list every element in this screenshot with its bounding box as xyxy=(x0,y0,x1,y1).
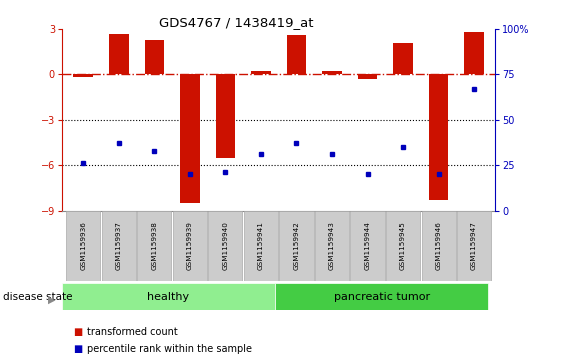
Bar xyxy=(216,74,235,158)
Text: GSM1159938: GSM1159938 xyxy=(151,221,157,270)
Bar xyxy=(102,211,136,281)
Bar xyxy=(275,283,488,310)
Bar xyxy=(251,72,271,74)
Bar xyxy=(464,32,484,74)
Text: GDS4767 / 1438419_at: GDS4767 / 1438419_at xyxy=(159,16,314,29)
Bar xyxy=(279,211,314,281)
Bar xyxy=(173,211,207,281)
Bar xyxy=(62,283,275,310)
Bar xyxy=(422,211,455,281)
Text: GSM1159942: GSM1159942 xyxy=(293,221,300,270)
Text: transformed count: transformed count xyxy=(87,327,178,337)
Text: GSM1159943: GSM1159943 xyxy=(329,221,335,270)
Bar xyxy=(66,211,100,281)
Bar xyxy=(145,40,164,74)
Bar xyxy=(244,211,278,281)
Bar xyxy=(457,211,491,281)
Bar xyxy=(137,211,171,281)
Text: healthy: healthy xyxy=(148,292,190,302)
Bar xyxy=(394,43,413,74)
Text: ▶: ▶ xyxy=(48,295,55,305)
Text: GSM1159944: GSM1159944 xyxy=(364,221,370,270)
Text: GSM1159939: GSM1159939 xyxy=(187,221,193,270)
Text: GSM1159936: GSM1159936 xyxy=(81,221,86,270)
Bar xyxy=(287,35,306,74)
Bar xyxy=(350,211,385,281)
Bar xyxy=(322,72,342,74)
Text: GSM1159941: GSM1159941 xyxy=(258,221,264,270)
Bar xyxy=(315,211,349,281)
Text: GSM1159947: GSM1159947 xyxy=(471,221,477,270)
Bar xyxy=(180,74,200,203)
Text: percentile rank within the sample: percentile rank within the sample xyxy=(87,344,252,354)
Bar xyxy=(429,74,448,200)
Bar xyxy=(386,211,420,281)
Text: disease state: disease state xyxy=(3,292,72,302)
Text: pancreatic tumor: pancreatic tumor xyxy=(334,292,430,302)
Text: GSM1159940: GSM1159940 xyxy=(222,221,229,270)
Text: GSM1159946: GSM1159946 xyxy=(436,221,441,270)
Bar xyxy=(208,211,243,281)
Text: ■: ■ xyxy=(73,327,82,337)
Text: GSM1159937: GSM1159937 xyxy=(116,221,122,270)
Text: GSM1159945: GSM1159945 xyxy=(400,221,406,270)
Bar xyxy=(109,34,128,74)
Text: ■: ■ xyxy=(73,344,82,354)
Bar xyxy=(74,74,93,77)
Bar xyxy=(358,74,377,79)
